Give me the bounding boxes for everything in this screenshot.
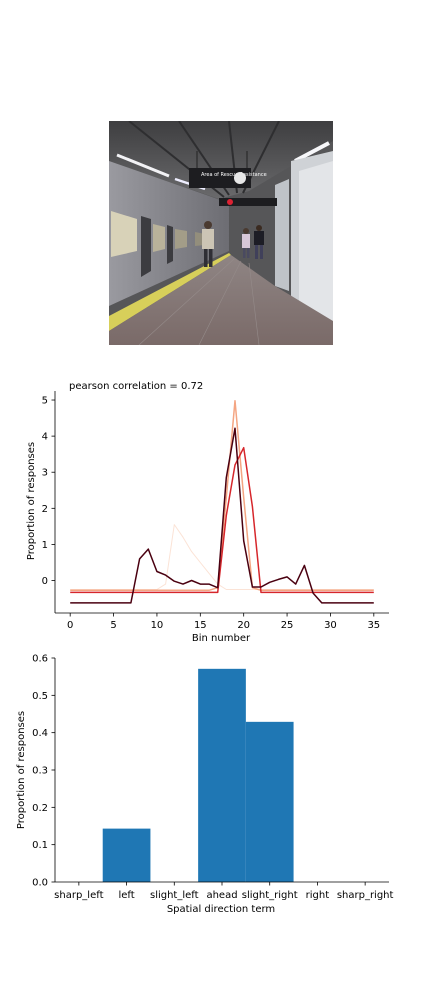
line-chart-y-tick-label: 4: [42, 432, 48, 443]
bar-chart-x-tick-label: ahead: [206, 890, 237, 901]
bar-chart-x-tick-label: left: [118, 890, 134, 901]
line-chart-y-tick-label: 3: [42, 468, 48, 479]
subway-platform-photo: Area of Rescue Assistance: [109, 120, 333, 346]
line-series-1: [70, 524, 374, 590]
line-chart: pearson correlation = 0.72 0 5 10 15 20 25 30 3…: [26, 381, 389, 644]
person-walking: [202, 221, 214, 267]
bar-chart-y-tick-label: 0.2: [32, 803, 48, 814]
bar-chart-y-tick-label: 0.4: [32, 728, 48, 739]
bar-chart-x-tick-label: slight_right: [242, 890, 298, 901]
bar-chart-y-tick-label: 0.3: [32, 766, 48, 777]
line-series-2: [70, 399, 374, 592]
sign-text: Area of Rescue Assistance: [201, 172, 267, 178]
bar-chart-y-tick-label: 0.5: [32, 691, 48, 702]
bar-chart-xlabel: Spatial direction term: [167, 904, 275, 915]
line-chart-series: [70, 399, 374, 604]
bar-left: [102, 828, 151, 882]
line-chart-y-tick-label: 2: [42, 504, 48, 515]
bar-chart-y-tick-label: 0.0: [32, 878, 48, 889]
bar-chart-x-tick-label: sharp_right: [337, 890, 394, 901]
line-chart-xlabel: Bin number: [192, 633, 251, 644]
line-chart-title: pearson correlation = 0.72: [69, 381, 203, 392]
bar-chart: sharp_left left slight_left ahead slight_rig…: [16, 654, 394, 916]
bar-slight_right: [245, 721, 294, 882]
bar-chart-y-tick-label: 0.1: [32, 840, 48, 851]
bar-chart-x-tick-label: sharp_left: [54, 890, 103, 901]
line-chart-x-tick-label: 5: [110, 620, 116, 631]
couple-walking: [242, 225, 264, 259]
bar-chart-bars: [102, 668, 294, 882]
subway-platform-image: Area of Rescue Assistance: [109, 120, 333, 346]
bar-chart-x-tick-label: slight_left: [150, 890, 199, 901]
line-chart-x-tick-label: 15: [194, 620, 207, 631]
bar-chart-x-tick-label: right: [306, 890, 330, 901]
line-chart-axes: 0 5 10 15 20 25 30 35 0 1 2 3 4 5: [42, 391, 389, 631]
line-chart-ylabel: Proportion of responses: [26, 442, 37, 560]
line-chart-x-tick-label: 20: [237, 620, 250, 631]
line-chart-x-tick-label: 25: [281, 620, 294, 631]
line-series-3: [70, 446, 374, 594]
line-chart-x-tick-label: 35: [367, 620, 380, 631]
bar-chart-axes: sharp_left left slight_left ahead slight_rig…: [32, 654, 393, 902]
bar-ahead: [198, 668, 246, 882]
line-series-4: [70, 427, 374, 604]
line-chart-x-tick-label: 30: [324, 620, 337, 631]
line-chart-x-tick-label: 0: [67, 620, 73, 631]
bar-chart-ylabel: Proportion of responses: [16, 711, 27, 829]
line-chart-y-tick-label: 5: [42, 396, 48, 407]
bar-chart-y-tick-label: 0.6: [32, 654, 48, 665]
line-chart-y-tick-label: 1: [42, 540, 48, 551]
line-chart-y-tick-label: 0: [42, 576, 48, 587]
line-chart-x-tick-label: 10: [151, 620, 164, 631]
